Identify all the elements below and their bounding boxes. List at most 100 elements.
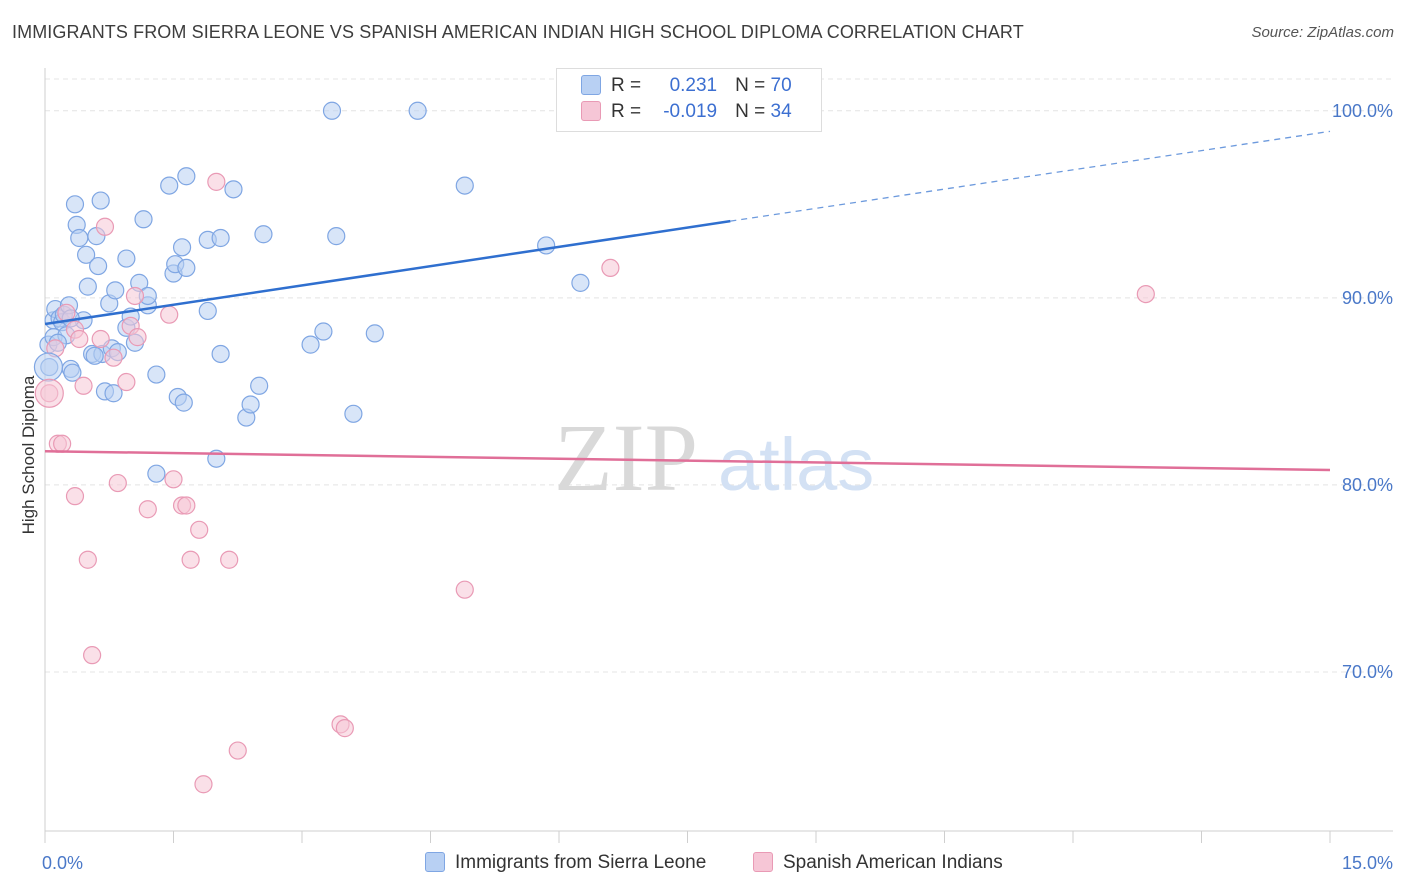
spanish-american-indian-point (335, 719, 354, 738)
spanish-american-indian-point (194, 775, 213, 794)
sierra-leone-point (314, 322, 333, 341)
sierra-leone-point (571, 273, 590, 292)
sierra-leone-point (147, 365, 166, 384)
sierra-leone-point (134, 210, 153, 229)
sierra-leone-point (365, 324, 384, 343)
sierra-leone-point (327, 227, 346, 246)
spanish-american-indian-point (125, 286, 145, 306)
spanish-american-indian-point (177, 496, 196, 515)
sierra-leone-point (147, 464, 166, 483)
legend-n-value: 34 (770, 101, 792, 122)
sierra-leone-point (250, 376, 269, 395)
spanish-american-indian-point (104, 348, 123, 367)
legend-n-label: N = (735, 101, 766, 122)
spanish-american-indian-point (164, 470, 183, 489)
sierra-leone-point (211, 344, 230, 364)
x-tick-label: 15.0% (1342, 853, 1393, 873)
spanish-american-indian-point (181, 550, 200, 569)
sierra-leone-point (254, 225, 273, 244)
sierra-leone-point (172, 238, 192, 257)
sierra-leone-point (85, 346, 104, 365)
correlation-legend: R = 0.231 N = 70 R = -0.019 N = 34 (556, 68, 822, 132)
chart-source: Source: ZipAtlas.com (1251, 24, 1394, 41)
sierra-leone-point (63, 363, 82, 382)
series-legend-item-sierra-leone[interactable]: Immigrants from Sierra Leone (425, 852, 706, 874)
legend-r-label: R = (611, 101, 642, 122)
sierra-leone-point (89, 256, 108, 276)
y-axis-label: High School Diploma (19, 375, 38, 534)
y-tick-labels: 70.0% 80.0% 90.0% 100.0% (1332, 101, 1393, 682)
spanish-american-indian-point (53, 434, 72, 453)
sierra-leone-point (198, 301, 217, 321)
spanish-american-indian-point (117, 372, 136, 392)
watermark-zip: ZIP (554, 404, 698, 511)
sierra-leone-trend-extension (730, 130, 1331, 222)
grid-lines (45, 78, 1393, 673)
chart-title: IMMIGRANTS FROM SIERRA LEONE VS SPANISH … (12, 22, 1024, 42)
spanish-american-indian-point (138, 500, 157, 519)
spanish-american-indian-trend-line (44, 449, 1331, 472)
sierra-leone-point (177, 167, 196, 186)
sierra-leone-point (160, 176, 179, 195)
legend-row-spanish-american-indians: R = -0.019 N = 34 (581, 101, 792, 127)
spanish-american-indian-point (1136, 285, 1155, 304)
series-legend-item-spanish-american-indians[interactable]: Spanish American Indians (753, 852, 1003, 874)
sierra-leone-point (224, 180, 243, 199)
sierra-leone-point (106, 281, 125, 300)
data-points (33, 101, 1155, 794)
spanish-american-indian-point (160, 305, 179, 324)
legend-row-sierra-leone: R = 0.231 N = 70 (581, 75, 792, 101)
sierra-leone-point (78, 277, 97, 296)
spanish-american-indian-point (78, 550, 97, 569)
spanish-american-indian-point (70, 329, 89, 349)
sierra-leone-point (104, 384, 123, 403)
spanish-american-indian-point (455, 580, 474, 599)
series-swatch-pink (753, 852, 773, 872)
legend-n-value: 70 (770, 75, 792, 96)
sierra-leone-point (241, 395, 260, 414)
watermark-atlas: atlas (718, 423, 874, 506)
sierra-leone-point (301, 335, 320, 354)
spanish-american-indian-point (190, 520, 209, 539)
legend-r-label: R = (611, 75, 642, 96)
trend-lines (44, 130, 1331, 472)
series-swatch-blue (425, 852, 445, 872)
x-tick-labels: 0.0% 15.0% (42, 853, 1393, 873)
watermark: ZIP atlas (554, 404, 874, 511)
spanish-american-indian-point (601, 258, 620, 278)
sierra-leone-point (408, 101, 427, 120)
y-tick-label: 70.0% (1342, 662, 1393, 682)
sierra-leone-point (211, 228, 230, 248)
sierra-leone-point (117, 249, 136, 268)
series-legend-label: Immigrants from Sierra Leone (455, 852, 707, 873)
sierra-leone-point (33, 352, 64, 382)
sierra-leone-point (70, 228, 89, 248)
legend-r-value: -0.019 (663, 101, 718, 122)
x-tick-label: 0.0% (42, 853, 83, 873)
sierra-leone-point (455, 176, 474, 195)
spanish-american-indian-point (207, 172, 226, 191)
legend-swatch-blue (581, 75, 601, 95)
sierra-leone-point (91, 191, 110, 210)
sierra-leone-point (344, 404, 363, 423)
sierra-leone-trend-line (44, 219, 731, 326)
spanish-american-indian-point (65, 487, 85, 506)
sierra-leone-point (65, 195, 85, 214)
spanish-american-indian-point (95, 217, 115, 236)
spanish-american-indian-point (74, 376, 93, 395)
spanish-american-indian-point (220, 550, 239, 569)
sierra-leone-point (77, 245, 96, 264)
sierra-leone-point (177, 258, 196, 278)
axes (44, 68, 1393, 843)
sierra-leone-point (537, 236, 556, 255)
legend-swatch-pink (581, 101, 601, 121)
series-legend: Immigrants from Sierra Leone Spanish Ame… (0, 852, 1406, 878)
spanish-american-indian-point (34, 378, 64, 408)
spanish-american-indian-point (83, 646, 102, 665)
y-tick-label: 80.0% (1342, 475, 1393, 495)
legend-n-label: N = (735, 75, 766, 96)
spanish-american-indian-point (128, 328, 147, 347)
sierra-leone-point (174, 393, 193, 412)
spanish-american-indian-point (91, 329, 110, 349)
